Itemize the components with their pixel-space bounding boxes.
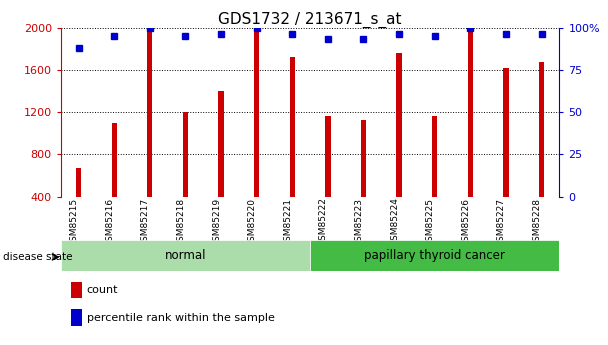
Bar [147,28,153,197]
Text: GSM85227: GSM85227 [497,197,506,247]
Text: normal: normal [165,249,206,262]
Text: GSM85221: GSM85221 [283,197,292,247]
Bar [325,116,331,197]
Text: GSM85225: GSM85225 [426,197,435,247]
Title: GDS1732 / 213671_s_at: GDS1732 / 213671_s_at [218,11,402,28]
Text: percentile rank within the sample: percentile rank within the sample [87,313,275,323]
Bar [183,112,188,197]
Bar [76,168,81,197]
Text: GSM85215: GSM85215 [69,197,78,247]
Text: GSM85222: GSM85222 [319,197,328,246]
Text: GSM85218: GSM85218 [176,197,185,247]
Bar [539,62,544,197]
Text: GSM85226: GSM85226 [461,197,471,247]
Text: count: count [87,285,118,295]
Bar [71,282,81,298]
Text: GSM85217: GSM85217 [141,197,150,247]
Bar [432,116,437,197]
Bar [289,57,295,197]
Text: papillary thyroid cancer: papillary thyroid cancer [364,249,505,262]
Text: GSM85223: GSM85223 [354,197,364,247]
Bar [310,240,559,271]
Bar [503,68,509,197]
Bar [254,28,260,197]
Bar [71,309,81,326]
Bar [111,123,117,197]
Bar [218,91,224,197]
Text: GSM85224: GSM85224 [390,197,399,246]
Text: GSM85228: GSM85228 [533,197,542,247]
Bar [361,119,366,197]
Text: GSM85219: GSM85219 [212,197,221,247]
Text: disease state: disease state [3,252,72,262]
Text: GSM85220: GSM85220 [247,197,257,247]
Bar [468,28,473,197]
Bar [396,53,402,197]
Text: GSM85216: GSM85216 [105,197,114,247]
Bar [61,240,310,271]
